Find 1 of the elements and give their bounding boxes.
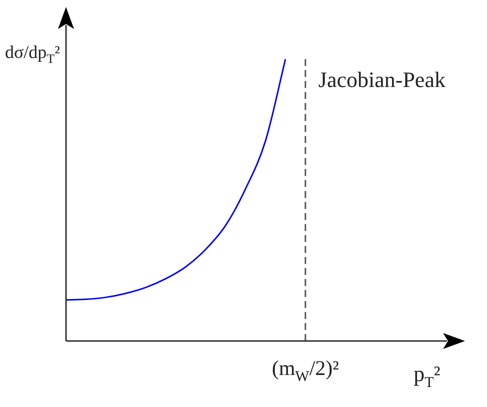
annotation: Jacobian-Peak [318,67,446,92]
